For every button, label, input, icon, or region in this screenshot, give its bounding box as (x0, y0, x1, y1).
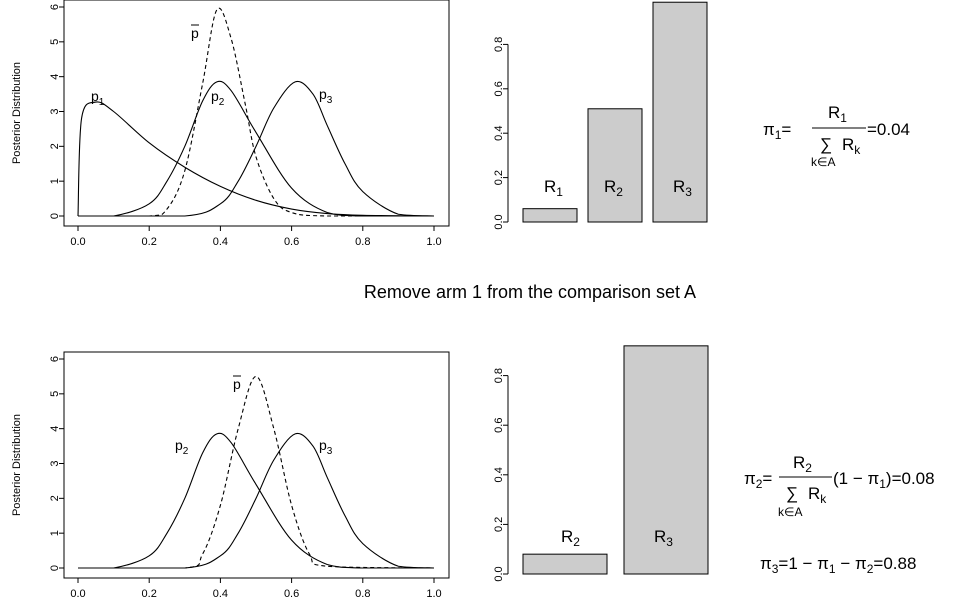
eq1-sum-subscript: k∈A (811, 155, 835, 169)
eq1-sum-symbol: ∑ (820, 135, 832, 154)
bottom-density-frame (63, 351, 450, 579)
y-tick-label: 4 (49, 74, 61, 80)
bottom-density-panel: 0.0 0.2 0.4 0.6 0.8 1.0 0 1 2 3 4 5 6 Posterior Dist… (11, 351, 450, 600)
separator-text: Remove arm 1 from the comparison set A (364, 282, 696, 302)
top-density-frame (63, 0, 450, 227)
density-curve-pbar (78, 375, 435, 569)
y-tick-label: 0 (49, 565, 61, 571)
bar-y-tick-label: 0.2 (493, 517, 505, 532)
x-tick-label: 0.8 (355, 236, 370, 248)
x-tick-label: 0.0 (70, 236, 85, 248)
top-bar-label-r3: R3 (673, 177, 692, 199)
bar-r2 (587, 108, 643, 223)
bar-y-tick-label: 0.0 (493, 214, 505, 229)
y-tick-label: 4 (49, 426, 61, 432)
y-tick-label: 1 (49, 530, 61, 536)
bottom-label-p2: p2 (175, 437, 189, 457)
density-curve-p1 (77, 101, 435, 217)
bar-y-tick-label: 0.4 (493, 126, 505, 141)
top-bar-panel: 0.0 0.2 0.4 0.6 0.8 R1 R2 R3 (493, 1, 708, 230)
bar-r3 (623, 345, 709, 575)
eq2-sum-subscript: k∈A (778, 505, 802, 519)
y-tick-label: 0 (49, 213, 61, 219)
y-tick-label: 2 (49, 143, 61, 149)
bar-y-tick-label: 0.8 (493, 37, 505, 52)
x-tick-label: 0.2 (142, 236, 157, 248)
x-tick-label: 1.0 (426, 236, 441, 248)
top-bar-axes: 0.0 0.2 0.4 0.6 0.8 (493, 37, 509, 230)
eq1-numerator: R1 (828, 103, 847, 125)
eq2-denominator: Rk (808, 484, 827, 506)
density-curve-p3 (77, 80, 435, 217)
y-tick-label: 1 (49, 178, 61, 184)
y-tick-label: 5 (49, 391, 61, 397)
top-label-p1: p1 (91, 88, 105, 108)
top-equation: π1= R1 ∑ Rk k∈A =0.04 (763, 103, 910, 169)
bottom-bars (522, 345, 709, 575)
x-tick-label: 0.8 (355, 588, 370, 600)
y-tick-label: 3 (49, 460, 61, 466)
x-tick-label: 0.6 (284, 236, 299, 248)
bottom-density-curves (78, 375, 435, 569)
density-curve-p2 (77, 80, 434, 217)
bottom-label-p3: p3 (319, 437, 333, 457)
bar-y-tick-label: 0.6 (493, 418, 505, 433)
eq1-lhs: π1= (763, 120, 791, 142)
eq1-denominator: Rk (842, 135, 861, 157)
eq1-result: =0.04 (867, 120, 910, 139)
y-tick-label: 6 (49, 356, 61, 362)
x-tick-label: 0.4 (213, 236, 228, 248)
bar-y-tick-label: 0.2 (493, 170, 505, 185)
bar-r2 (522, 553, 608, 575)
bottom-bar-label-r2: R2 (561, 527, 580, 549)
density-curve-pbar (77, 7, 434, 217)
y-tick-label: 6 (49, 4, 61, 10)
y-tick-label: 3 (49, 108, 61, 114)
x-tick-label: 0.6 (284, 588, 299, 600)
eq2-result: (1 − π1)=0.08 (833, 469, 935, 491)
bar-r3 (652, 1, 708, 223)
y-tick-label: 2 (49, 495, 61, 501)
top-bar-label-r1: R1 (544, 177, 563, 199)
bottom-bar-panel: 0.0 0.2 0.4 0.6 0.8 R2 R3 (493, 345, 709, 582)
bottom-bar-axes: 0.0 0.2 0.4 0.6 0.8 (493, 368, 509, 582)
bar-y-tick-label: 0.0 (493, 566, 505, 581)
eq2-numerator: R2 (793, 453, 812, 475)
top-label-p2: p2 (211, 88, 225, 108)
bottom-equation-pi2: π2= R2 ∑ Rk k∈A (1 − π1)=0.08 (744, 453, 935, 519)
top-label-p3: p3 (319, 86, 333, 106)
bar-y-tick-label: 0.4 (493, 467, 505, 482)
top-label-pbar: p (191, 25, 199, 41)
bar-y-tick-label: 0.8 (493, 368, 505, 383)
bottom-label-pbar: p (233, 376, 241, 392)
top-density-panel: 0.0 0.2 0.4 0.6 0.8 1.0 0 1 2 3 4 5 6 Posterior Dist… (11, 0, 450, 248)
x-tick-label: 1.0 (426, 588, 441, 600)
x-tick-label: 0.0 (70, 588, 85, 600)
bar-r1 (522, 208, 578, 223)
top-bars (522, 1, 708, 223)
x-tick-label: 0.4 (213, 588, 228, 600)
bottom-density-axes: 0.0 0.2 0.4 0.6 0.8 1.0 0 1 2 3 4 5 6 (49, 356, 442, 600)
eq3-text: π3=1 − π1 − π2=0.88 (760, 554, 916, 576)
bar-y-tick-label: 0.6 (493, 81, 505, 96)
top-density-axes: 0.0 0.2 0.4 0.6 0.8 1.0 0 1 2 3 4 5 6 (49, 4, 442, 248)
bottom-equation-pi3: π3=1 − π1 − π2=0.88 (760, 554, 916, 576)
y-tick-label: 5 (49, 39, 61, 45)
bottom-density-ylabel: Posterior Distribution (11, 414, 23, 516)
eq2-sum-symbol: ∑ (786, 484, 798, 503)
bottom-bar-label-r3: R3 (654, 527, 673, 549)
top-density-ylabel: Posterior Distribution (11, 62, 23, 164)
top-bar-label-r2: R2 (604, 177, 623, 199)
x-tick-label: 0.2 (142, 588, 157, 600)
density-curve-p3 (78, 432, 435, 569)
top-density-curves (77, 7, 435, 217)
density-curve-p2 (78, 432, 434, 569)
eq2-lhs: π2= (744, 469, 772, 491)
